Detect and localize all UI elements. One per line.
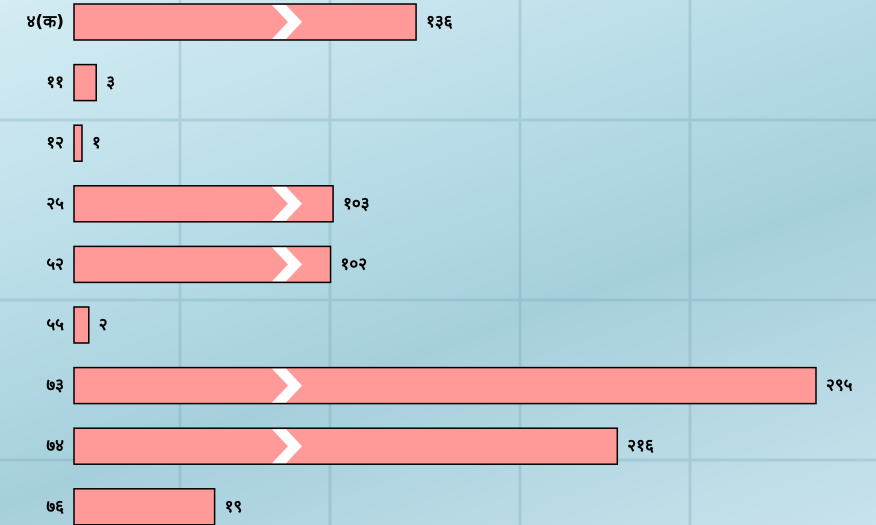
bar: [74, 428, 617, 464]
value-label: २९५: [826, 376, 853, 396]
category-label: २५: [46, 194, 64, 214]
bar: [74, 65, 96, 101]
value-label: १३६: [426, 12, 453, 32]
value-label: १: [92, 133, 101, 153]
bar: [74, 489, 215, 525]
bar: [74, 307, 89, 343]
value-label: १०३: [343, 194, 370, 214]
bar: [74, 368, 816, 404]
chart: १३६४(क)३११११२१०३२५१०२५२२५५२९५७३२१६७४१९७६: [0, 0, 876, 525]
value-label: २१६: [627, 436, 654, 456]
category-label: ७४: [46, 436, 64, 456]
value-label: ३: [106, 73, 115, 93]
bar: [74, 4, 416, 40]
category-label: ४(क): [27, 12, 64, 32]
category-label: १२: [46, 133, 64, 153]
category-label: ५२: [46, 254, 64, 274]
category-label: ७६: [46, 497, 64, 517]
category-label: ७३: [46, 376, 64, 396]
value-label: १०२: [341, 254, 368, 274]
value-label: १९: [225, 497, 243, 517]
category-label: ५५: [46, 315, 64, 335]
bar: [74, 125, 82, 161]
category-label: ११: [46, 73, 64, 93]
value-label: २: [99, 315, 108, 335]
page: १३६४(क)३११११२१०३२५१०२५२२५५२९५७३२१६७४१९७६: [0, 0, 876, 525]
